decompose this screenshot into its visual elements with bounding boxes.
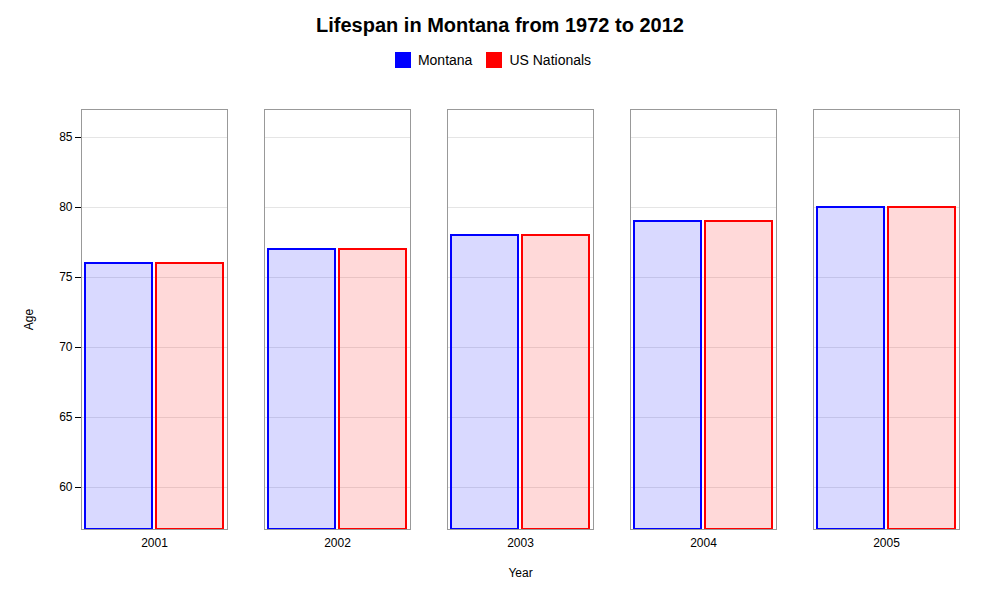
svg-text:2001: 2001: [141, 536, 168, 550]
html-text:US Nationals: US Nationals: [509, 51, 592, 68]
svg-text:2003: 2003: [507, 536, 534, 550]
svg-text:85: 85: [59, 130, 73, 144]
svg-text:Year: Year: [508, 566, 532, 580]
svg-text:75: 75: [59, 270, 73, 284]
svg-text:2002: 2002: [324, 536, 351, 550]
html-text:Montana: Montana: [417, 51, 473, 68]
svg-text:60: 60: [59, 480, 73, 494]
html-text:Lifespan in Montana from 1972: Lifespan in Montana from 1972 to 2012: [316, 14, 684, 36]
svg-text:Age: Age: [22, 309, 36, 331]
svg-text:2004: 2004: [690, 536, 717, 550]
svg-text:2005: 2005: [873, 536, 900, 550]
svg-text:70: 70: [59, 340, 73, 354]
svg-text:80: 80: [59, 200, 73, 214]
svg-text:65: 65: [59, 410, 73, 424]
